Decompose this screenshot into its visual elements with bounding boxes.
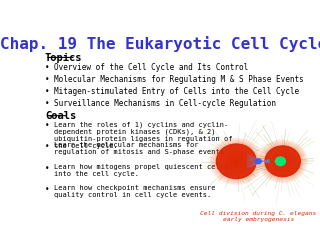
Circle shape — [212, 140, 261, 183]
Text: Surveillance Mechanisms in Cell-cycle Regulation: Surveillance Mechanisms in Cell-cycle Re… — [54, 99, 276, 108]
Text: Chap. 19 The Eukaryotic Cell Cycle: Chap. 19 The Eukaryotic Cell Cycle — [0, 36, 320, 52]
Circle shape — [256, 159, 261, 164]
Circle shape — [232, 158, 240, 165]
Circle shape — [276, 155, 290, 167]
Text: •: • — [45, 164, 50, 173]
Circle shape — [277, 157, 288, 166]
Text: •: • — [45, 185, 50, 194]
Circle shape — [210, 138, 263, 184]
Circle shape — [273, 152, 293, 170]
Circle shape — [231, 156, 242, 166]
Circle shape — [224, 150, 249, 172]
Circle shape — [225, 152, 247, 171]
Circle shape — [274, 154, 291, 169]
Text: Learn how mitogens propel quiescent cells
into the cell cycle.: Learn how mitogens propel quiescent cell… — [54, 164, 228, 177]
Circle shape — [261, 143, 304, 180]
Text: Learn how checkpoint mechanisms ensure
quality control in cell cycle events.: Learn how checkpoint mechanisms ensure q… — [54, 185, 215, 198]
Text: Topics: Topics — [45, 53, 83, 63]
Circle shape — [279, 158, 286, 165]
Text: Cell division during C. elegans
early embryogenesis: Cell division during C. elegans early em… — [200, 211, 316, 222]
Circle shape — [265, 146, 300, 177]
Text: Learn the molecular mechanisms for
regulation of mitosis and S-phase events.: Learn the molecular mechanisms for regul… — [54, 143, 228, 156]
Circle shape — [217, 144, 256, 178]
Circle shape — [222, 149, 251, 174]
Circle shape — [259, 140, 307, 182]
Circle shape — [216, 144, 256, 179]
Circle shape — [213, 141, 259, 181]
Text: •: • — [45, 121, 50, 130]
Circle shape — [219, 146, 254, 177]
Circle shape — [265, 146, 301, 177]
Text: Mitagen-stimulated Entry of Cells into the Cell Cycle: Mitagen-stimulated Entry of Cells into t… — [54, 87, 299, 96]
Circle shape — [220, 147, 252, 175]
Circle shape — [271, 151, 294, 171]
Circle shape — [269, 150, 296, 173]
Circle shape — [229, 155, 244, 168]
Circle shape — [266, 147, 299, 175]
Text: •: • — [45, 63, 50, 72]
Text: Learn the roles of 1) cyclins and cyclin-
dependent protein kinases (CDKs), & 2): Learn the roles of 1) cyclins and cyclin… — [54, 121, 232, 149]
Text: •: • — [45, 99, 50, 108]
Circle shape — [215, 143, 258, 180]
Text: Overview of the Cell Cycle and Its Control: Overview of the Cell Cycle and Its Contr… — [54, 63, 248, 72]
Circle shape — [260, 142, 305, 181]
Text: Goals: Goals — [45, 111, 76, 121]
Text: Molecular Mechanisms for Regulating M & S Phase Events: Molecular Mechanisms for Regulating M & … — [54, 75, 303, 84]
Text: •: • — [45, 143, 50, 151]
Text: •: • — [45, 87, 50, 96]
Circle shape — [263, 144, 302, 178]
Circle shape — [234, 159, 238, 163]
Circle shape — [227, 153, 245, 169]
Circle shape — [280, 159, 285, 163]
Circle shape — [276, 157, 285, 166]
Circle shape — [268, 148, 298, 174]
Text: •: • — [45, 75, 50, 84]
